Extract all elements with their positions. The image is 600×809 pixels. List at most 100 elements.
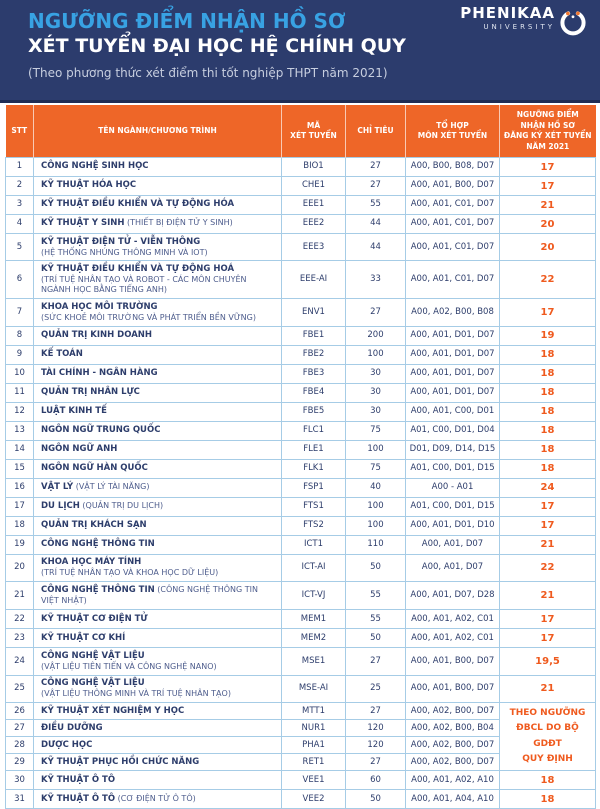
row-quota: 27 (345, 298, 406, 327)
program-name: QUẢN TRỊ KHÁCH SẠN (41, 520, 147, 531)
program-name: CÔNG NGHỆ VẬT LIỆU (41, 650, 145, 661)
row-program: KỸ THUẬT Ô TÔ (CƠ ĐIỆN TỬ Ô TÔ) (33, 789, 282, 809)
table-row: 8 QUẢN TRỊ KINH DOANH FBE1 200 A00, A01, D01… (5, 325, 596, 346)
row-quota: 25 (345, 674, 406, 704)
row-program: QUẢN TRỊ KINH DOANH (33, 325, 282, 346)
row-code: CHE1 (281, 176, 346, 196)
page-header: NGƯỠNG ĐIỂM NHẬN HỒ SƠ XÉT TUYỂN ĐẠI HỌC… (0, 0, 600, 103)
row-code: FBE3 (281, 363, 346, 384)
row-combo: A00, A01, C01, D07 (405, 214, 500, 234)
row-quota: 100 (345, 344, 406, 365)
row-program: KỸ THUẬT CƠ KHÍ (33, 628, 282, 649)
row-code: FLC1 (281, 420, 346, 441)
row-combo: A00, A01, D07 (405, 534, 500, 555)
program-name: VẬT LÝ (41, 482, 74, 493)
row-code: VEE2 (281, 789, 346, 809)
row-stt: 10 (5, 363, 34, 384)
row-quota: 110 (345, 534, 406, 555)
row-score: 21 (499, 534, 596, 555)
program-name: DƯỢC HỌC (41, 739, 93, 750)
row-stt: 11 (5, 382, 34, 403)
header-row: STT TÊN NGÀNH/CHƯƠNG TRÌNH MÃ XÉT TUYỂN CHỈ… (5, 105, 596, 158)
row-program: QUẢN TRỊ KHÁCH SẠN (33, 515, 282, 536)
row-combo: A00, A02, B00, D07 (405, 702, 500, 721)
row-quota: 44 (345, 214, 406, 234)
column-header: NGƯỠNG ĐIỂM NHẬN HỒ SƠ ĐĂNG KÝ XÉT TUYỂN… (499, 105, 596, 158)
row-quota: 30 (345, 401, 406, 422)
row-program: CÔNG NGHỆ THÔNG TIN (33, 534, 282, 555)
row-program: CÔNG NGHỆ SINH HỌC (33, 157, 282, 177)
row-combo: A00, A01, A04, A10 (405, 789, 500, 809)
program-name: KỸ THUẬT ĐIỀU KHIỂN VÀ TỰ ĐỘNG HÓA (41, 199, 235, 210)
row-combo: A01, C00, D01, D04 (405, 420, 500, 441)
row-score: 18 (499, 344, 596, 365)
row-score: 20 (499, 232, 596, 262)
row-combo: A00, A01, D01, D07 (405, 344, 500, 365)
table-row: 22 KỸ THUẬT CƠ ĐIỆN TỬ MEM1 55 A00, A01, A02… (5, 609, 596, 630)
page-title-line2: XÉT TUYỂN ĐẠI HỌC HỆ CHÍNH QUY (28, 35, 406, 57)
program-name: KHOA HỌC MÔI TRƯỜNG (41, 301, 158, 312)
row-program: KỸ THUẬT CƠ ĐIỆN TỬ (33, 609, 282, 630)
row-stt: 1 (5, 157, 34, 177)
row-combo: A00, A01, C01, D07 (405, 260, 500, 300)
program-name: QUẢN TRỊ NHÂN LỰC (41, 387, 140, 398)
row-program: CÔNG NGHỆ VẬT LIỆU (VẬT LIỆU THÔNG MINH V… (33, 674, 282, 704)
program-name: NGÔN NGỮ TRUNG QUỐC (41, 425, 161, 436)
program-name: KỸ THUẬT HÓA HỌC (41, 180, 137, 191)
row-code: MEM1 (281, 609, 346, 630)
row-score: 18 (499, 789, 596, 809)
row-score: 22 (499, 553, 596, 583)
admission-table-head: STT TÊN NGÀNH/CHƯƠNG TRÌNH MÃ XÉT TUYỂN CHỈ… (5, 105, 596, 158)
row-code: MSE1 (281, 647, 346, 676)
row-stt: 12 (5, 401, 34, 422)
program-name: ĐIỀU DƯỠNG (41, 722, 103, 733)
table-row: 15 NGÔN NGỮ HÀN QUỐC FLK1 75 A01, C00, D01, … (5, 458, 596, 479)
row-quota: 27 (345, 157, 406, 177)
row-code: RET1 (281, 753, 346, 772)
row-stt: 26 (5, 702, 34, 721)
row-combo: A00, A01, A02, C01 (405, 628, 500, 649)
row-stt: 2 (5, 176, 34, 196)
logo-university-label: UNIVERSITY (483, 23, 555, 31)
row-program: QUẢN TRỊ NHÂN LỰC (33, 382, 282, 403)
row-quota: 27 (345, 753, 406, 772)
row-code: VEE1 (281, 770, 346, 791)
row-combo: A00, A01, D01, D07 (405, 325, 500, 346)
row-program: KHOA HỌC MÔI TRƯỜNG (SỨC KHOẺ MÔI TRƯỜNG … (33, 298, 282, 327)
program-name: KỸ THUẬT CƠ KHÍ (41, 632, 126, 643)
row-score-note: THEO NGƯỠNG ĐBCL DO BỘ GDĐT QUY ĐỊNH (499, 702, 596, 772)
row-score: 21 (499, 674, 596, 704)
row-stt: 24 (5, 647, 34, 676)
column-header: TÊN NGÀNH/CHƯƠNG TRÌNH (33, 105, 282, 158)
row-code: FBE5 (281, 401, 346, 422)
table-row: 26 KỸ THUẬT XÉT NGHIỆM Y HỌC MTT1 27 A00, A0… (5, 702, 596, 772)
row-stt: 25 (5, 674, 34, 704)
row-score: 17 (499, 496, 596, 517)
row-combo: A00, A01, C01, D07 (405, 195, 500, 215)
admission-table-body: 1 CÔNG NGHỆ SINH HỌC BIO1 27 A00, B00, B08, … (5, 157, 596, 809)
column-header: CHỈ TIÊU (345, 105, 406, 158)
row-combo: D01, D09, D14, D15 (405, 439, 500, 460)
row-stt: 5 (5, 232, 34, 262)
row-code: MSE-AI (281, 674, 346, 704)
row-score: 17 (499, 176, 596, 196)
program-subtitle: (HỆ THỐNG NHÚNG THÔNG MINH VÀ IOT) (41, 247, 208, 257)
row-code: ICT-VJ (281, 581, 346, 611)
program-name: KỸ THUẬT ĐIỆN TỬ - VIỄN THÔNG (41, 236, 201, 247)
program-name: KỸ THUẬT ĐIỀU KHIỂN VÀ TỰ ĐỘNG HOÁ (41, 263, 235, 274)
program-name: QUẢN TRỊ KINH DOANH (41, 330, 153, 341)
program-name: DU LỊCH (41, 501, 80, 512)
row-program: DU LỊCH (QUẢN TRỊ DU LỊCH) (33, 496, 282, 517)
row-quota: 55 (345, 609, 406, 630)
table-row: 17 DU LỊCH (QUẢN TRỊ DU LỊCH) FTS1 100 A01, … (5, 496, 596, 517)
row-code: NUR1 (281, 719, 346, 738)
row-quota: 40 (345, 477, 406, 498)
row-code: PHA1 (281, 736, 346, 755)
row-stt: 13 (5, 420, 34, 441)
row-score: 24 (499, 477, 596, 498)
row-program: KỸ THUẬT XÉT NGHIỆM Y HỌC (33, 702, 282, 721)
row-quota: 100 (345, 439, 406, 460)
logo-wordmark: PHENIKAA UNIVERSITY (460, 6, 555, 32)
program-name: KHOA HỌC MÁY TÍNH (41, 557, 142, 568)
row-score: 17 (499, 609, 596, 630)
